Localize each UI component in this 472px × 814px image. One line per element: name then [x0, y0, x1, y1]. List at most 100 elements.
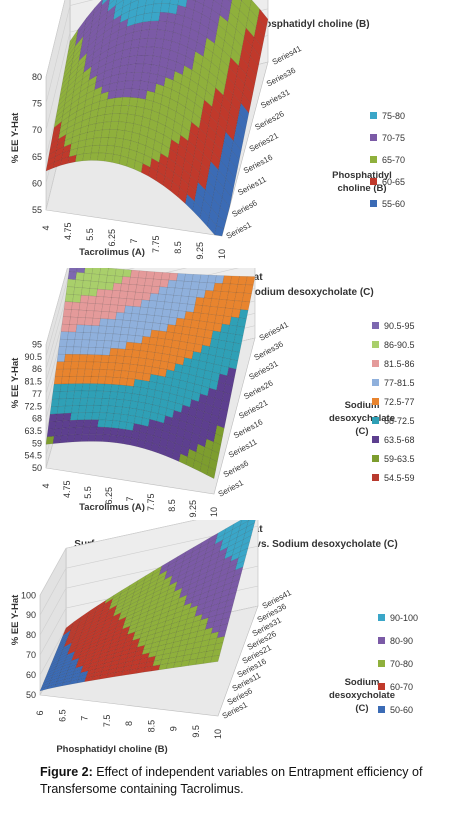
surface-cell [91, 412, 101, 420]
x-tick-label: 8 [124, 721, 134, 726]
surface-cell [116, 391, 126, 401]
surface-cell [157, 20, 167, 31]
x-tick-label: 10 [209, 507, 219, 517]
surface-cell [69, 419, 78, 428]
surface-cell [84, 268, 94, 274]
surface-cell [89, 426, 98, 435]
surface-cell [158, 323, 169, 332]
surface-cell [101, 434, 111, 443]
surface-cell [75, 324, 85, 333]
gridline [39, 588, 67, 636]
depth-tick-label: Series6 [230, 198, 259, 219]
surface-cell [118, 421, 128, 430]
y-tick-label: 86 [32, 364, 42, 374]
y-tick-label: 50 [32, 463, 42, 473]
surface-cell [108, 0, 115, 5]
y-tick-label: 70 [32, 125, 42, 135]
y-tick-label: 72.5 [24, 401, 42, 411]
surface-cell [119, 334, 129, 343]
surface-cell [104, 419, 113, 428]
surface-cell [70, 309, 80, 318]
surface-cell [64, 354, 73, 362]
depth-axis-label: desoxycholate [329, 690, 395, 701]
surface-cell [146, 38, 157, 48]
surface-cell [121, 406, 130, 416]
surface-cell [83, 324, 93, 333]
surface-cell [161, 308, 172, 318]
surface-cell [94, 434, 104, 442]
surface-cell [68, 376, 77, 385]
depth-tick-label: Series26 [253, 109, 286, 132]
surface-cell [141, 336, 151, 345]
surface-cell [101, 0, 108, 6]
surface-cell [150, 329, 160, 339]
surface-cell [129, 320, 139, 329]
y-axis-label: % EE Y-Hat [10, 112, 21, 163]
x-axis-label: Tacrolimus (A) [79, 502, 145, 513]
x-tick-label: 4 [41, 483, 51, 488]
surface-cell [133, 335, 144, 344]
surface-cell [110, 340, 120, 349]
surface-cell [104, 376, 114, 385]
surface-cell [91, 369, 100, 377]
surface-cell [142, 328, 152, 338]
surface-cell [152, 315, 163, 324]
surface-cell [144, 358, 154, 368]
surface-cell [104, 282, 115, 291]
surface-cell [130, 88, 140, 99]
surface-cell [124, 385, 134, 394]
surface-cell [73, 434, 83, 443]
surface-cell [55, 361, 65, 370]
surface-cell [167, 279, 177, 289]
surface-cell [110, 297, 120, 306]
surface-cell [85, 361, 94, 370]
y-tick-label: 81.5 [24, 377, 42, 387]
surface-cell [97, 152, 107, 162]
y-tick-label: 95 [32, 340, 42, 350]
surface-cell [237, 317, 247, 328]
surface-cell [63, 412, 72, 421]
surface-cell [142, 372, 152, 382]
surface-cell [121, 363, 131, 372]
surface-cell [65, 286, 75, 295]
surface-cell [138, 350, 148, 359]
surface-cell [81, 287, 91, 296]
surface-cell [151, 322, 161, 331]
surface-cell [72, 294, 82, 303]
depth-tick-label: Series31 [247, 359, 280, 382]
surface-cell [119, 105, 130, 115]
surface-cell [57, 398, 67, 407]
y-tick-label: 65 [32, 152, 42, 162]
surface-cell [54, 369, 64, 377]
y-tick-label: 80 [26, 630, 36, 640]
surface-cell [124, 349, 134, 358]
surface-cell [112, 326, 122, 335]
surface-cell [102, 391, 111, 399]
surface-cell [130, 313, 140, 322]
surface-cell [110, 384, 120, 393]
x-tick-label: 4.75 [62, 480, 72, 498]
surface-cell [114, 319, 124, 328]
surface-cell [122, 356, 132, 365]
surface-cell [90, 273, 100, 282]
surface-cell [139, 80, 149, 91]
surface-cell [92, 405, 102, 413]
surface-cell [146, 351, 156, 360]
surface-cell [134, 291, 144, 301]
surface-cell [157, 330, 167, 340]
surface-cell [69, 368, 79, 377]
surface-cell [90, 325, 100, 334]
gridline [45, 268, 68, 345]
surface-cell [86, 354, 95, 363]
surface-cell [245, 276, 256, 286]
surface-cell [116, 348, 126, 357]
x-tick-label: 5.5 [83, 486, 93, 499]
surface-cell [66, 278, 76, 288]
surface-chart-3: % EE Y-HatSurface Plot Phosphatidyl chol… [10, 520, 418, 755]
surface-cell [72, 346, 82, 355]
surface-cell [52, 435, 62, 444]
surface-cell [137, 313, 148, 323]
surface-cell [76, 419, 85, 428]
surface-cell [124, 122, 134, 133]
surface-cell [148, 336, 158, 346]
